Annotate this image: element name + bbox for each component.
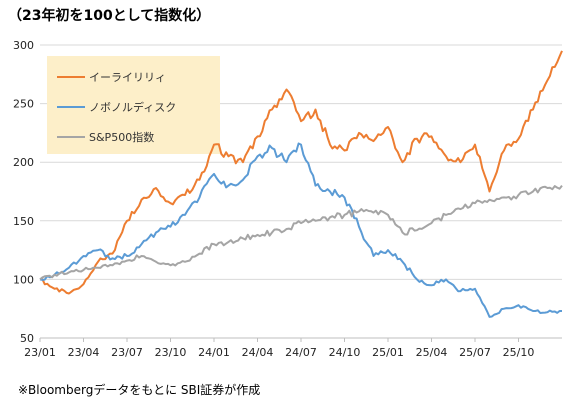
source-note: ※Bloombergデータをもとに SBI証券が作成 [18,383,261,397]
legend-label-2: S&P500指数 [89,130,154,144]
y-tick-label: 100 [13,273,34,286]
legend-label-1: ノボノルディスク [89,100,176,114]
legend-label-0: イーライリリィ [89,71,166,84]
x-tick-label: 25/04 [416,346,448,359]
x-tick-label: 24/04 [242,346,274,359]
chart-title: （23年初を100として指数化） [8,8,211,24]
x-tick-label: 24/07 [285,346,317,359]
y-tick-label: 50 [20,332,34,345]
x-tick-label: 25/10 [503,346,535,359]
x-tick-label: 24/01 [198,346,230,359]
series-lines [39,50,563,318]
x-tick-label: 25/01 [372,346,404,359]
y-tick-label: 250 [13,98,34,111]
x-tick-label: 23/10 [155,346,187,359]
x-tick-label: 23/04 [68,346,100,359]
series-line-0 [39,50,563,295]
x-tick-label: 23/01 [24,346,56,359]
y-tick-label: 150 [13,215,34,228]
series-line-2 [39,184,563,281]
y-tick-label: 300 [13,39,34,52]
y-axis-ticks: 50 100 150 200 250 300 [13,39,34,345]
x-axis-ticks: 23/01 23/04 23/07 23/10 24/01 24/04 24/07 24/10… [24,338,534,359]
x-tick-label: 23/07 [111,346,143,359]
x-tick-label: 24/10 [329,346,361,359]
series-line-1 [39,142,562,318]
x-tick-label: 25/07 [459,346,491,359]
y-tick-label: 200 [13,156,34,169]
